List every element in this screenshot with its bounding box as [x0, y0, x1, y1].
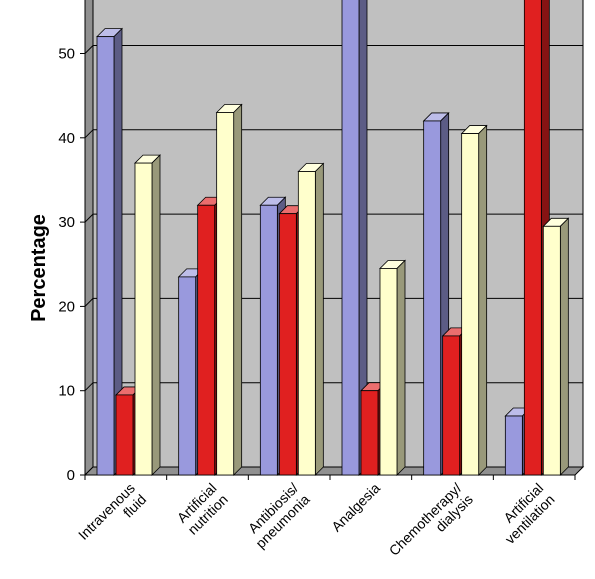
gridline [84, 129, 94, 139]
x-category-label: Analgesia [328, 480, 383, 535]
bar [297, 162, 325, 476]
bar [341, 0, 368, 476]
bar [379, 259, 406, 476]
x-category-label: Artificialnutrition [173, 480, 231, 538]
bar [134, 154, 161, 476]
bar-side [151, 154, 161, 476]
bar-front [259, 204, 278, 476]
bar-side [396, 259, 406, 476]
bar-side [314, 162, 324, 476]
bar-front [178, 276, 197, 476]
bar-side [233, 103, 243, 476]
bar [215, 103, 243, 476]
bar-front [96, 36, 115, 476]
bar-side [559, 217, 569, 476]
bar-front [542, 225, 561, 476]
gridline [84, 298, 94, 307]
bar-front [197, 204, 216, 476]
bar-front [278, 213, 297, 476]
bar-front [216, 112, 235, 476]
x-category-label: Antibiosis/pneumonia [241, 480, 313, 552]
x-category-label: Artificialventilation [490, 480, 557, 547]
side-wall [84, 0, 94, 477]
gridline [84, 45, 94, 54]
x-category-label: Intravenousfluid [75, 480, 149, 554]
bar-front [442, 335, 461, 476]
bar-front [504, 415, 523, 476]
x-category-label-line: Analgesia [328, 480, 383, 535]
y-tick-label: 0 [67, 467, 75, 484]
gridline [84, 213, 94, 223]
bar [96, 27, 123, 476]
bar-front [341, 0, 360, 476]
x-category-label: Chemotherapy/dialysis [386, 480, 476, 570]
back-wall [92, 0, 584, 468]
y-tick-label: 10 [58, 383, 75, 400]
y-tick-label: 50 [58, 46, 75, 63]
bar [460, 124, 488, 476]
y-tick-label: 20 [58, 298, 75, 315]
bar-front [297, 171, 316, 476]
bar-front [461, 133, 480, 476]
bar-front [115, 394, 134, 476]
bar-front [423, 120, 442, 476]
bar [542, 217, 570, 476]
gridline [84, 382, 94, 392]
plot-area: 010203040506070IntravenousfluidArtificia… [58, 0, 585, 570]
y-tick-label: 30 [58, 214, 75, 231]
bar-front [523, 0, 542, 476]
y-axis-label: Percentage [28, 214, 50, 322]
y-tick-label: 40 [58, 130, 75, 147]
bar-front [360, 390, 379, 476]
bar-side [478, 124, 488, 476]
bar-front [134, 162, 153, 476]
bar-front [379, 268, 398, 476]
